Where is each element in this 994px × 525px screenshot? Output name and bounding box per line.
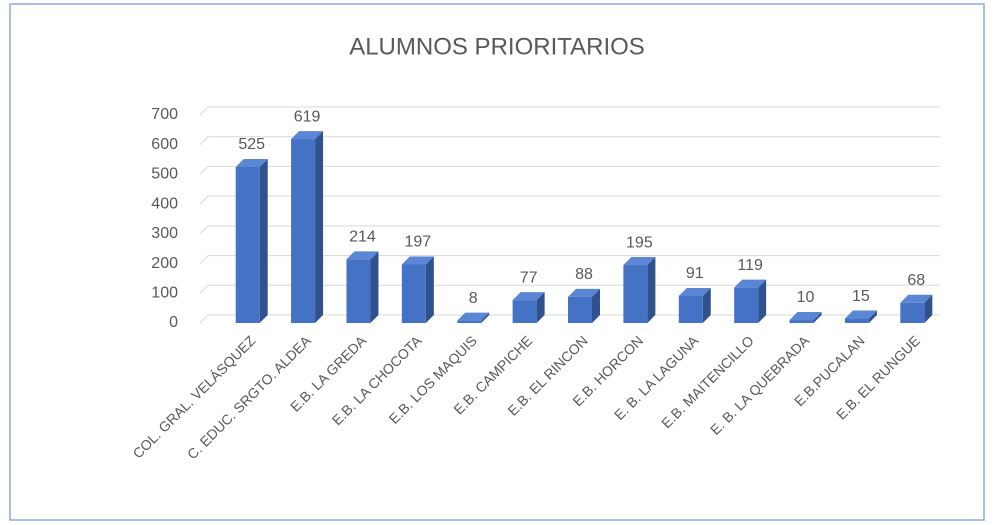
bar — [623, 265, 648, 323]
bar-top — [568, 288, 600, 297]
bar-top — [734, 279, 767, 288]
bar-side — [868, 310, 877, 323]
data-label: 15 — [852, 288, 870, 305]
y-tick-label: 100 — [151, 285, 178, 302]
y-tick-label: 0 — [169, 314, 178, 331]
bar — [291, 139, 316, 323]
data-label: 77 — [520, 269, 538, 286]
bar — [568, 296, 592, 323]
bar-side — [592, 288, 600, 323]
bar — [678, 295, 703, 323]
data-label: 525 — [238, 136, 265, 153]
y-tick-label: 700 — [151, 106, 178, 123]
grid-line — [199, 195, 940, 205]
bar-top — [678, 287, 711, 296]
y-tick-label: 200 — [151, 255, 178, 272]
data-label: 88 — [575, 266, 593, 283]
bar — [235, 167, 260, 323]
y-tick-label: 500 — [151, 166, 178, 183]
bar — [346, 259, 371, 323]
bar-top — [844, 310, 877, 319]
data-label: 214 — [349, 229, 376, 246]
grid-line — [199, 255, 940, 264]
data-label: 619 — [294, 108, 321, 125]
y-tick-label: 400 — [151, 195, 178, 212]
grid-line — [199, 284, 940, 294]
grid-line — [199, 136, 940, 146]
bar-side — [758, 279, 767, 323]
bar-side — [425, 256, 434, 323]
bar-side — [924, 294, 933, 323]
bar-side — [813, 312, 822, 323]
bar — [734, 287, 759, 323]
data-label: 119 — [737, 257, 763, 274]
y-tick-label: 300 — [151, 225, 178, 242]
bar — [900, 302, 925, 323]
data-label: 195 — [626, 234, 653, 251]
bar-top — [291, 131, 324, 140]
bar-top — [512, 292, 545, 301]
data-label: 197 — [404, 234, 431, 251]
chart-title: ALUMNOS PRIORITARIOS — [349, 33, 645, 60]
bar-top — [235, 159, 268, 167]
data-label: 68 — [907, 272, 925, 289]
data-label: 91 — [686, 265, 704, 282]
bar-side — [259, 159, 268, 323]
bar-top — [457, 312, 490, 321]
data-label: 8 — [469, 290, 478, 307]
bar-top — [401, 256, 434, 265]
bar-side — [370, 251, 379, 323]
bar — [401, 264, 426, 323]
bar-side — [315, 131, 324, 323]
grid-line — [199, 106, 940, 116]
data-label: 10 — [797, 289, 815, 306]
y-tick-label: 600 — [151, 136, 178, 153]
bar — [457, 320, 482, 323]
bar-top — [346, 251, 379, 260]
bar-top — [900, 294, 933, 303]
bar — [844, 318, 869, 323]
grid-line — [199, 225, 940, 235]
bar-side — [481, 312, 490, 323]
bar-top — [789, 312, 822, 321]
bar-side — [647, 257, 656, 323]
bar — [789, 320, 814, 323]
bar — [512, 300, 537, 323]
bar-side — [702, 287, 711, 323]
bar-top — [623, 257, 656, 266]
bar-side — [536, 292, 545, 323]
chart-frame — [9, 3, 985, 521]
grid-line — [199, 165, 940, 175]
